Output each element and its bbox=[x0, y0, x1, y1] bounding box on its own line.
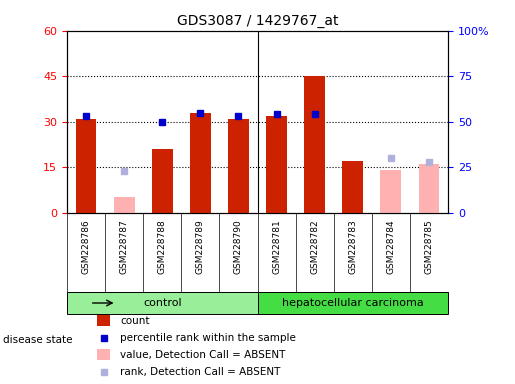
Bar bbox=[419, 164, 439, 213]
Bar bbox=[304, 76, 325, 213]
Text: GSM228781: GSM228781 bbox=[272, 219, 281, 274]
Text: GSM228786: GSM228786 bbox=[81, 219, 91, 274]
Text: GSM228788: GSM228788 bbox=[158, 219, 167, 274]
Text: GSM228782: GSM228782 bbox=[310, 219, 319, 274]
Text: value, Detection Call = ABSENT: value, Detection Call = ABSENT bbox=[121, 350, 286, 360]
FancyBboxPatch shape bbox=[258, 292, 448, 314]
Bar bbox=[381, 170, 401, 213]
Bar bbox=[342, 161, 363, 213]
Bar bbox=[114, 197, 134, 213]
Bar bbox=[97, 315, 110, 326]
FancyBboxPatch shape bbox=[67, 292, 258, 314]
Bar bbox=[152, 149, 173, 213]
Bar bbox=[266, 116, 287, 213]
Text: GSM228783: GSM228783 bbox=[348, 219, 357, 274]
Bar bbox=[97, 349, 110, 360]
Text: count: count bbox=[121, 316, 150, 326]
Text: disease state: disease state bbox=[3, 335, 72, 345]
Bar bbox=[228, 119, 249, 213]
Text: GSM228789: GSM228789 bbox=[196, 219, 205, 274]
Text: GSM228785: GSM228785 bbox=[424, 219, 434, 274]
Text: GSM228787: GSM228787 bbox=[119, 219, 129, 274]
Text: GSM228784: GSM228784 bbox=[386, 219, 396, 274]
Text: GSM228790: GSM228790 bbox=[234, 219, 243, 274]
Bar bbox=[190, 113, 211, 213]
Text: control: control bbox=[143, 298, 182, 308]
Text: hepatocellular carcinoma: hepatocellular carcinoma bbox=[282, 298, 424, 308]
Text: percentile rank within the sample: percentile rank within the sample bbox=[121, 333, 296, 343]
Text: rank, Detection Call = ABSENT: rank, Detection Call = ABSENT bbox=[121, 367, 281, 377]
Title: GDS3087 / 1429767_at: GDS3087 / 1429767_at bbox=[177, 14, 338, 28]
Bar bbox=[76, 119, 96, 213]
